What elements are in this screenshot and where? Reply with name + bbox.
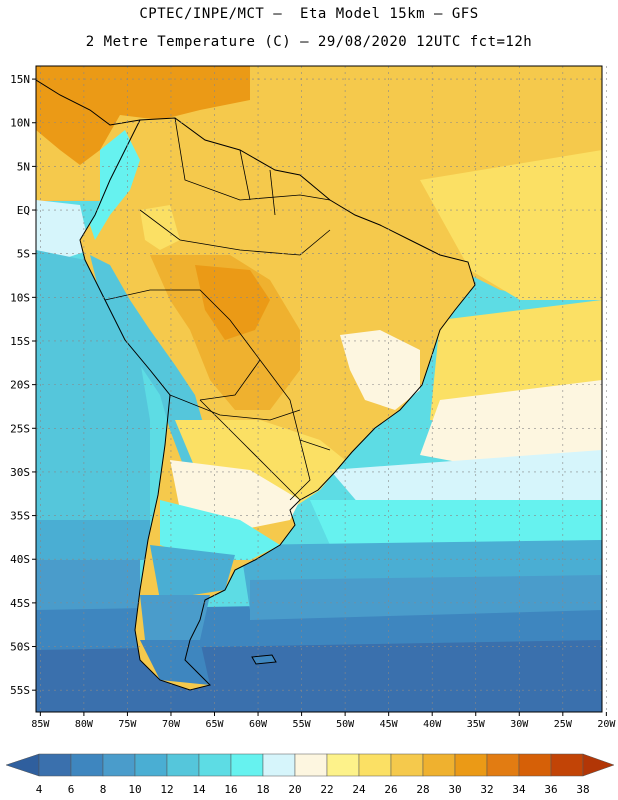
colorbar-swatch: [70, 753, 104, 777]
lon-label: 50W: [336, 719, 355, 730]
lon-label: 30W: [510, 719, 529, 730]
colorbar-label: 4: [36, 783, 43, 796]
lon-label: 55W: [293, 719, 312, 730]
colorbar-swatch: [166, 753, 200, 777]
lon-label: 40W: [423, 719, 442, 730]
coastline: [79, 117, 476, 691]
colorbar-label: 18: [256, 783, 269, 796]
colorbar-swatch: [454, 753, 488, 777]
central-andes-cool: [90, 255, 205, 470]
patagonia-south: [140, 595, 210, 640]
lon-label: 60W: [249, 719, 268, 730]
colorbar-swatch: [518, 753, 552, 777]
colorbar-label: 24: [352, 783, 366, 796]
colorbar-low-arrow: [5, 753, 40, 777]
lat-lon-grid: [36, 66, 607, 712]
colorbar-swatch: [422, 753, 456, 777]
lon-label: 65W: [205, 719, 224, 730]
lat-label: EQ: [17, 204, 30, 217]
colorbar-swatch: [486, 753, 520, 777]
colorbar-label: 38: [576, 783, 589, 796]
lon-label: 35W: [467, 719, 486, 730]
colorbar-swatch: [134, 753, 168, 777]
colorbar-label: 16: [224, 783, 237, 796]
temperature-colorbar: 4 6 8 10 12 14 16 18 20 22 24 26 28 30 32 34 36 38: [5, 753, 615, 796]
map-field: [36, 66, 602, 712]
patagonia-north-cyan: [160, 500, 280, 560]
colorbar-swatch: [390, 753, 424, 777]
colorbar-swatch: [262, 753, 296, 777]
south-atlantic-2: [250, 575, 602, 620]
colorbar-swatch: [326, 753, 360, 777]
map-title-line1: CPTEC/INPE/MCT – Eta Model 15km – GFS: [139, 6, 479, 22]
brazil-highlands-pale: [340, 330, 420, 410]
lat-label: 20S: [10, 379, 30, 392]
colorbar-swatch: [230, 753, 264, 777]
colorbar-swatch: [358, 753, 392, 777]
lon-label: 25W: [554, 719, 573, 730]
lat-label: 40S: [10, 553, 30, 566]
map-frame: [35, 65, 603, 713]
colorbar-label: 30: [448, 783, 461, 796]
amazon-west-yellow: [140, 205, 180, 250]
map-title-line2: 2 Metre Temperature (C) – 29/08/2020 12U…: [85, 34, 533, 50]
lat-label: 35S: [10, 510, 30, 523]
atlantic-cyan-band: [310, 500, 602, 545]
lat-label: 55S: [10, 684, 30, 697]
colorbar-label: 36: [544, 783, 557, 796]
colorbar-swatch: [294, 753, 328, 777]
lat-label: 15S: [10, 335, 30, 348]
pacific-eq-pale: [36, 200, 90, 260]
interior-hottest: [195, 265, 270, 340]
atlantic-yellow-band: [420, 150, 602, 300]
colorbar-label: 32: [480, 783, 493, 796]
lat-label: 5N: [17, 160, 30, 173]
southern-ocean-2: [36, 640, 602, 712]
longitude-labels: 85W 80W 75W 70W 65W 60W 55W 50W 45W 40W 35W 30W 25W 2…: [31, 712, 616, 730]
latitude-labels: 15N 10N 5N EQ 5S 10S 15S 20S 25S 30S 35S 40S 45S 50S 5…: [10, 73, 36, 697]
colorbar-label: 12: [160, 783, 173, 796]
atlantic-lightblue-band: [330, 450, 602, 505]
colorbar-label: 8: [100, 783, 107, 796]
lat-label: 30S: [10, 466, 30, 479]
colorbar-label: 10: [128, 783, 141, 796]
colorbar-swatch: [198, 753, 232, 777]
colorbar-label: 28: [416, 783, 429, 796]
colorbar-label: 6: [68, 783, 75, 796]
colorbar-label: 22: [320, 783, 333, 796]
colorbar-high-arrow: [582, 753, 615, 777]
lat-label: 15N: [10, 73, 30, 86]
tierra-del-fuego-cool: [140, 640, 210, 685]
lat-label: 10S: [10, 291, 30, 304]
lat-label: 5S: [17, 248, 30, 261]
lon-label: 85W: [31, 719, 50, 730]
colorbar-swatch: [550, 753, 584, 777]
lon-label: 75W: [118, 719, 137, 730]
lon-label: 20W: [597, 719, 616, 730]
lon-label: 70W: [162, 719, 181, 730]
colorbar-swatch: [102, 753, 136, 777]
colorbar-swatch: [38, 753, 72, 777]
lon-label: 45W: [380, 719, 399, 730]
falkland-islands: [251, 654, 277, 665]
atlantic-pale-band: [420, 380, 602, 470]
lat-label: 10N: [10, 117, 30, 130]
colorbar-label: 26: [384, 783, 397, 796]
colorbar-label: 20: [288, 783, 301, 796]
lat-label: 50S: [10, 641, 30, 654]
central-america-coast: [36, 79, 141, 126]
lon-label: 80W: [75, 719, 94, 730]
lat-label: 25S: [10, 422, 30, 435]
country-borders: [104, 117, 331, 501]
lat-label: 45S: [10, 597, 30, 610]
colorbar-label: 14: [192, 783, 206, 796]
pacific-band-3: [36, 560, 140, 610]
pacific-band-2: [36, 520, 150, 560]
colorbar-label: 34: [512, 783, 526, 796]
central-america-warm: [36, 66, 250, 165]
